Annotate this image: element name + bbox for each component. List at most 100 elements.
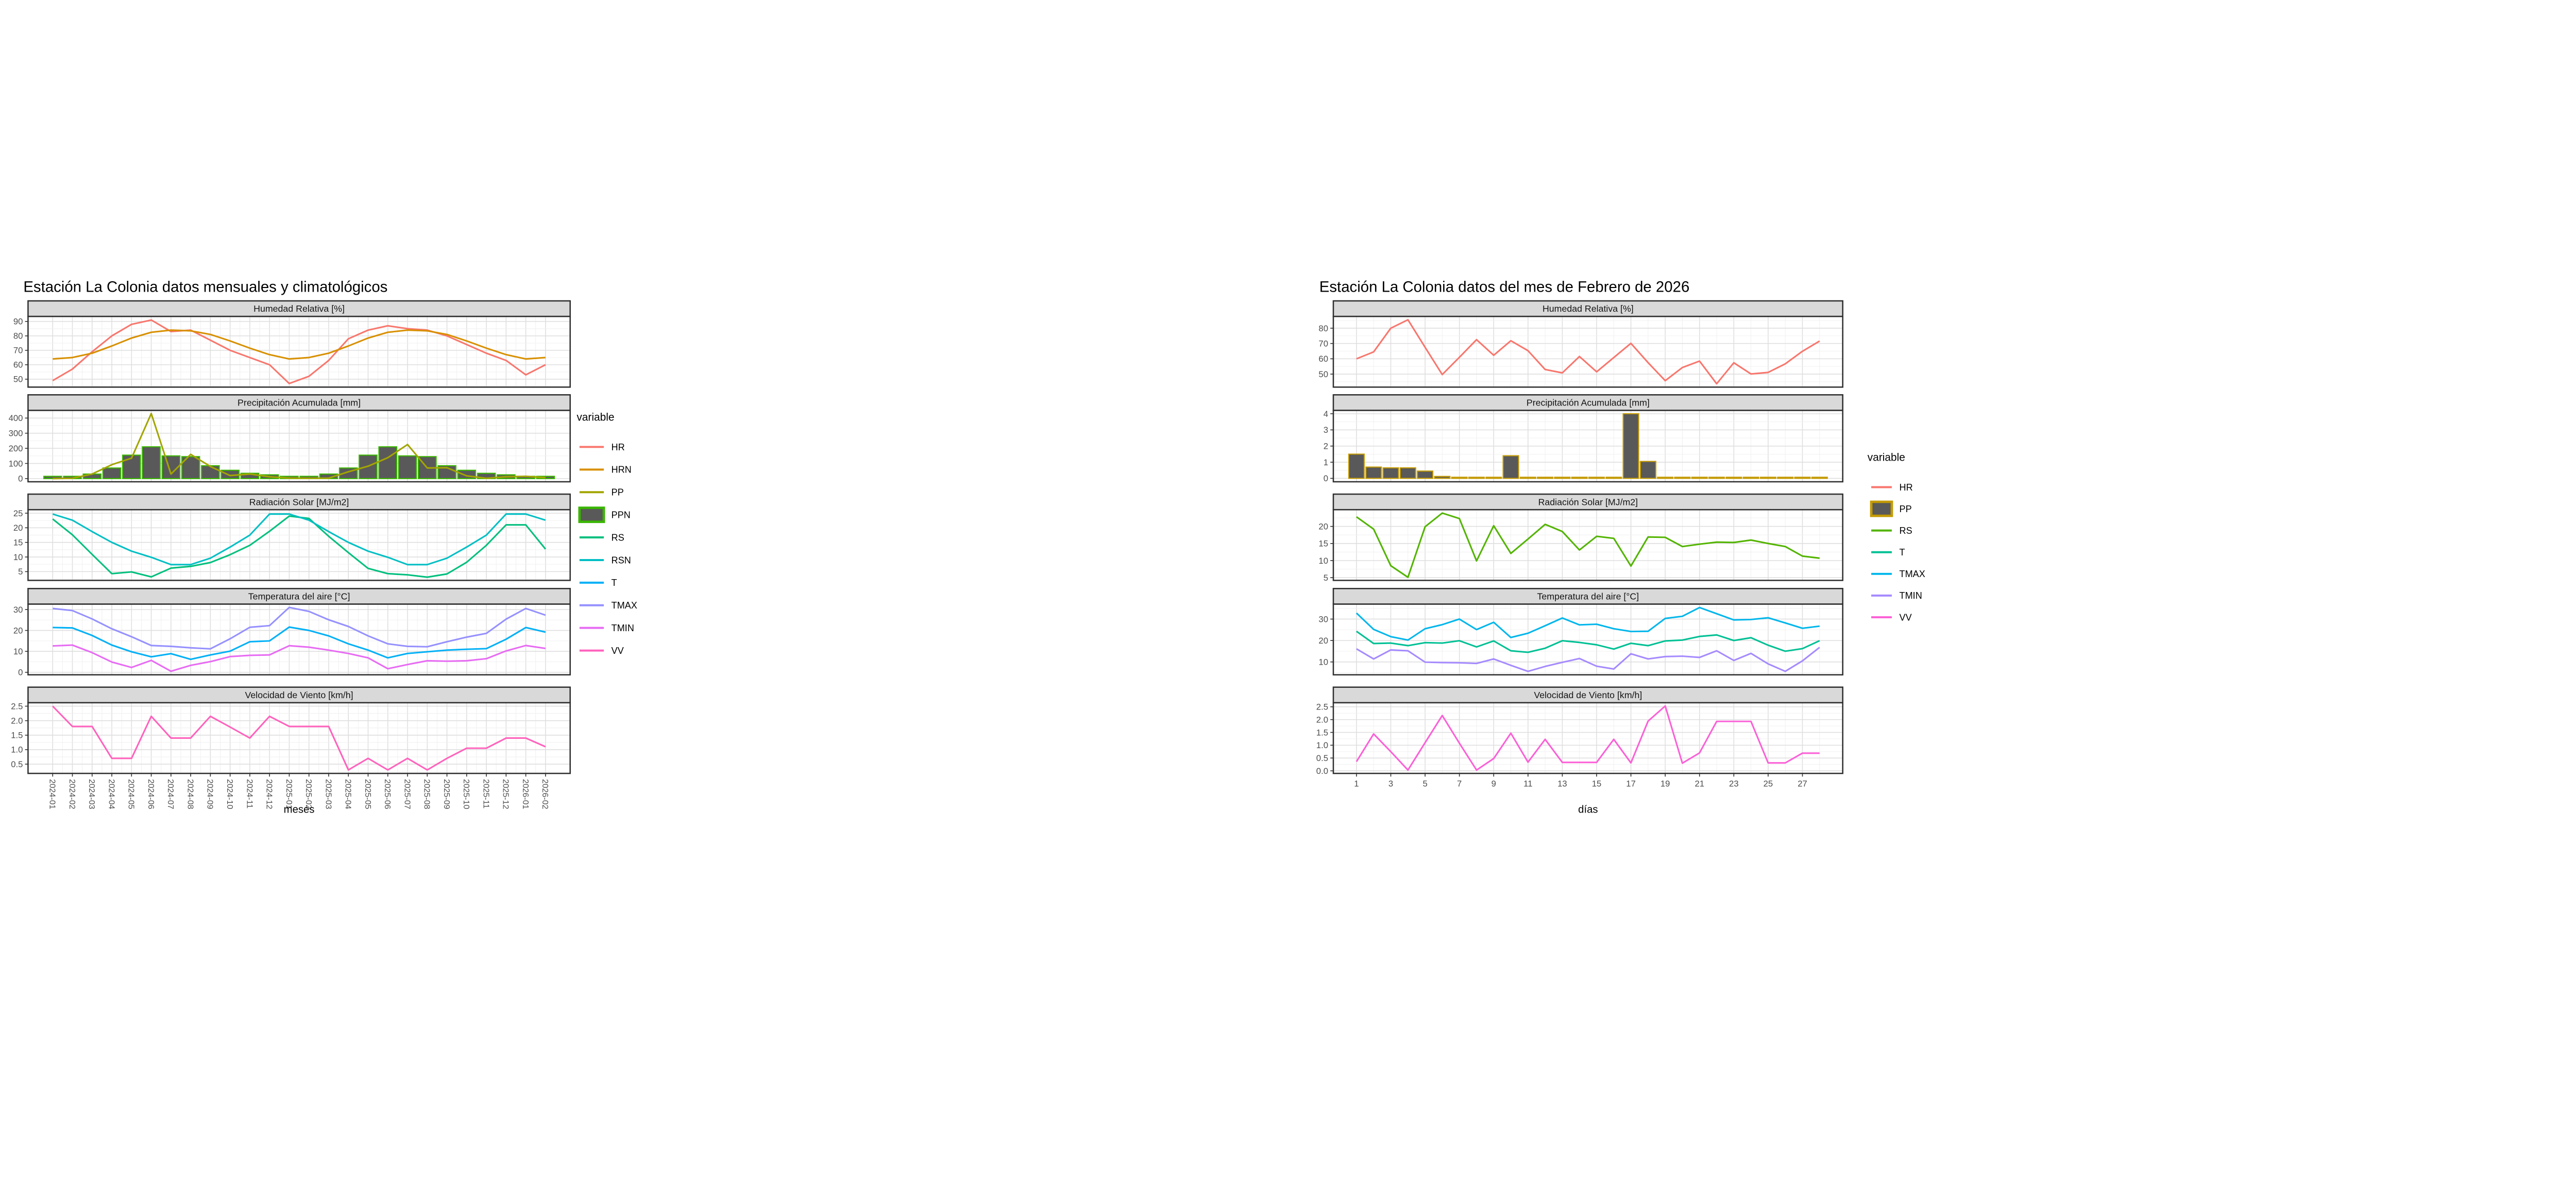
series-VV: [1355, 705, 1820, 771]
y-tick-label: 60: [1318, 354, 1328, 364]
x-tick-label: 2024-05: [127, 779, 135, 809]
y-tick-label: 50: [13, 375, 23, 384]
legend-label: HR: [612, 442, 625, 452]
x-tick-label: 2024-03: [87, 779, 96, 809]
y-tick-label: 10: [1318, 556, 1328, 566]
legend-label: HR: [1900, 482, 1913, 493]
y-tick-label: 5: [1324, 573, 1328, 583]
x-tick-label: 9: [1492, 779, 1496, 788]
panel-temperatura-del-aire: Temperatura del aire [°C] 10 20 30: [1318, 588, 1844, 675]
x-tick-label: 23: [1729, 779, 1739, 788]
monthly-chart-svg: Estación La Colonia datos mensuales y cl…: [0, 272, 1288, 817]
y-tick-label: 100: [9, 459, 23, 468]
y-tick-label: 80: [1318, 324, 1328, 333]
y-tick-label: 30: [13, 605, 23, 615]
x-tick-label: 2025-01: [284, 779, 293, 809]
panel-velocidad-de-viento: Velocidad de Viento [km/h] 0.5 1.0 1.5 2.0 2.…: [11, 686, 571, 774]
legend-label: PPN: [612, 510, 631, 520]
series-T: [53, 626, 546, 661]
monthly-chart: Estación La Colonia datos mensuales y cl…: [0, 0, 1288, 1089]
y-tick-label: 90: [13, 317, 23, 327]
legend-key-rect: [1870, 500, 1893, 517]
y-tick-label: 1: [1324, 458, 1328, 467]
y-tick-label: 0: [18, 668, 23, 678]
panel-strip: [27, 588, 571, 605]
y-tick-label: 70: [1318, 339, 1328, 348]
panel-velocidad-de-viento: Velocidad de Viento [km/h] 0.0 0.5 1.0 1.5 2.…: [1316, 686, 1844, 776]
panel-strip: [27, 300, 571, 317]
x-tick-label: 2026-02: [540, 779, 549, 809]
panel-strip: [27, 686, 571, 704]
legend-item-RS: RS: [1871, 526, 1912, 536]
legend-label: HRN: [612, 465, 632, 475]
legend-item-PPN: PPN: [578, 506, 631, 523]
y-tick-label: 2.5: [11, 701, 23, 711]
y-tick-label: 20: [13, 626, 23, 635]
x-axis-title: meses: [284, 804, 315, 816]
series-TMAX: [1355, 606, 1820, 641]
y-tick-label: 2.0: [11, 716, 23, 725]
x-tick-label: 21: [1694, 779, 1704, 788]
panel-title: Velocidad de Viento [km/h]: [245, 690, 353, 700]
x-tick-label: 2025-12: [501, 779, 510, 809]
y-tick-label: 20: [1318, 521, 1328, 531]
y-tick-label: 50: [1318, 369, 1328, 379]
x-tick-label: 2024-08: [185, 779, 194, 809]
y-tick-label: 5: [18, 567, 23, 577]
x-tick-label: 5: [1422, 779, 1427, 788]
panel-radiacion-solar: Radiación Solar [MJ/m2] 5 10 15 20: [1318, 493, 1844, 583]
panel-precipitacion-acumulada: Precipitación Acumulada [mm] 0 1 2 3 4: [1324, 394, 1844, 483]
legend-item-VV: VV: [1871, 612, 1912, 622]
x-tick-label: 17: [1626, 779, 1636, 788]
y-tick-label: 4: [1324, 409, 1328, 419]
panel-strip: [1332, 394, 1844, 411]
x-tick-label: 2025-08: [422, 779, 431, 809]
y-tick-label: 0.5: [11, 759, 23, 769]
y-tick-label: 10: [13, 647, 23, 656]
series-RSN: [52, 513, 546, 566]
y-tick-label: 2: [1324, 442, 1328, 451]
y-tick-label: 2.0: [1316, 715, 1328, 724]
legend-item-VV: VV: [579, 646, 624, 656]
y-tick-label: 2.5: [1316, 702, 1328, 712]
x-tick-label: 2025-06: [383, 779, 392, 809]
y-tick-label: 0: [1324, 474, 1328, 483]
legend-label: PP: [612, 487, 624, 498]
daily-chart: Estación La Colonia datos del mes de Feb…: [1288, 0, 2576, 1089]
panel-radiacion-solar: Radiación Solar [MJ/m2] 5 10 15 20 25: [13, 493, 571, 581]
panel-title: Temperatura del aire [°C]: [248, 591, 350, 602]
legend-item-PP: PP: [579, 487, 624, 498]
legend-label: PP: [1900, 504, 1912, 514]
y-tick-label: 0.0: [1316, 766, 1328, 776]
x-tick-label: 15: [1592, 779, 1602, 788]
y-tick-label: 10: [1318, 657, 1328, 667]
x-tick-label: 2024-07: [166, 779, 175, 809]
x-tick-label: 2024-02: [67, 779, 76, 809]
panel-title: Velocidad de Viento [km/h]: [1534, 690, 1642, 700]
y-tick-label: 0.5: [1316, 753, 1328, 763]
x-tick-label: 2025-02: [304, 779, 313, 809]
series-RS: [1356, 512, 1820, 578]
legend-item-TMAX: TMAX: [1871, 569, 1925, 579]
daily-chart-svg: Estación La Colonia datos del mes de Feb…: [1288, 272, 2576, 817]
legend-item-RSN: RSN: [579, 555, 631, 565]
y-tick-label: 70: [13, 346, 23, 356]
x-tick-label: 2024-11: [245, 779, 253, 808]
panel-strip: [27, 394, 571, 411]
y-tick-label: 80: [13, 331, 23, 341]
series-TMIN: [1356, 647, 1820, 672]
series-TMAX: [53, 606, 546, 650]
x-tick-label: 2025-11: [481, 779, 490, 808]
legend-key-rect: [578, 506, 605, 523]
y-tick-label: 25: [13, 509, 23, 518]
x-tick-label: 13: [1557, 779, 1567, 788]
x-tick-label: 19: [1660, 779, 1670, 788]
x-tick-label: 2024-12: [265, 779, 274, 809]
series-PP: [1348, 413, 1828, 479]
series-PP: [53, 413, 546, 480]
legend-item-T: T: [1871, 547, 1905, 557]
x-tick-label: 2025-10: [462, 779, 470, 809]
x-tick-label: 2025-09: [442, 779, 451, 809]
panel-humedad-relativa: Humedad Relativa [%] 50 60 70 80: [1318, 300, 1844, 388]
legend-item-RS: RS: [579, 532, 624, 543]
